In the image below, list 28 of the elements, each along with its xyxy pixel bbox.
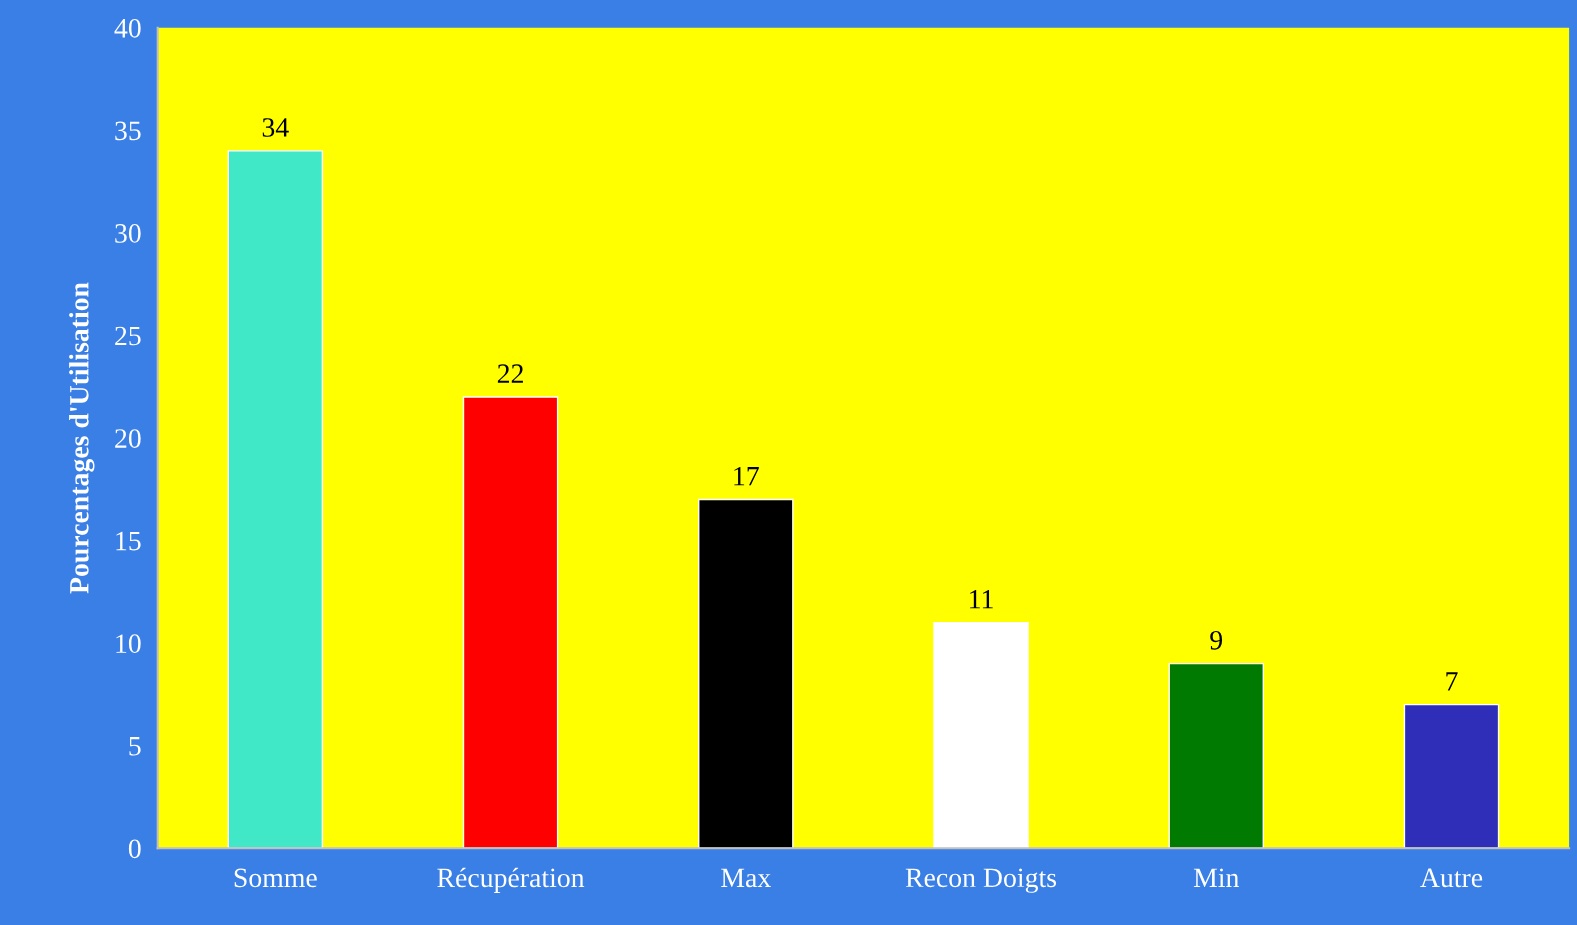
x-tick-label: Somme — [234, 868, 317, 888]
data-label: 22 — [497, 364, 523, 383]
y-tick-label: 35 — [115, 121, 141, 141]
y-tick-label: 15 — [116, 531, 141, 551]
x-tick-label: Min — [1193, 868, 1239, 887]
bar — [933, 621, 1029, 849]
x-tick-label: Récupération — [437, 867, 585, 893]
bar — [1168, 662, 1265, 849]
y-tick-label: 5 — [129, 737, 141, 756]
y-tick-label: 25 — [115, 326, 141, 346]
data-label: 11 — [970, 590, 993, 609]
x-tick-label: Recon Doigts — [905, 868, 1057, 893]
y-tick-label: 10 — [116, 634, 141, 654]
data-label: 34 — [262, 118, 289, 137]
x-tick-label: Max — [721, 868, 771, 888]
data-label: 9 — [1210, 630, 1223, 650]
y-tick-label: 0 — [128, 839, 141, 859]
bar — [227, 150, 324, 849]
data-label: 7 — [1446, 672, 1458, 691]
y-axis-title: Pourcentages d'Utilisation — [69, 282, 95, 594]
y-tick-label: 40 — [114, 18, 141, 38]
bar — [698, 498, 794, 849]
bar — [462, 396, 559, 849]
y-tick-label: 30 — [115, 224, 141, 243]
y-tick-label: 20 — [115, 429, 141, 448]
bar — [1403, 703, 1500, 849]
data-label: 17 — [734, 466, 759, 486]
x-tick-label: Autre — [1420, 868, 1483, 888]
